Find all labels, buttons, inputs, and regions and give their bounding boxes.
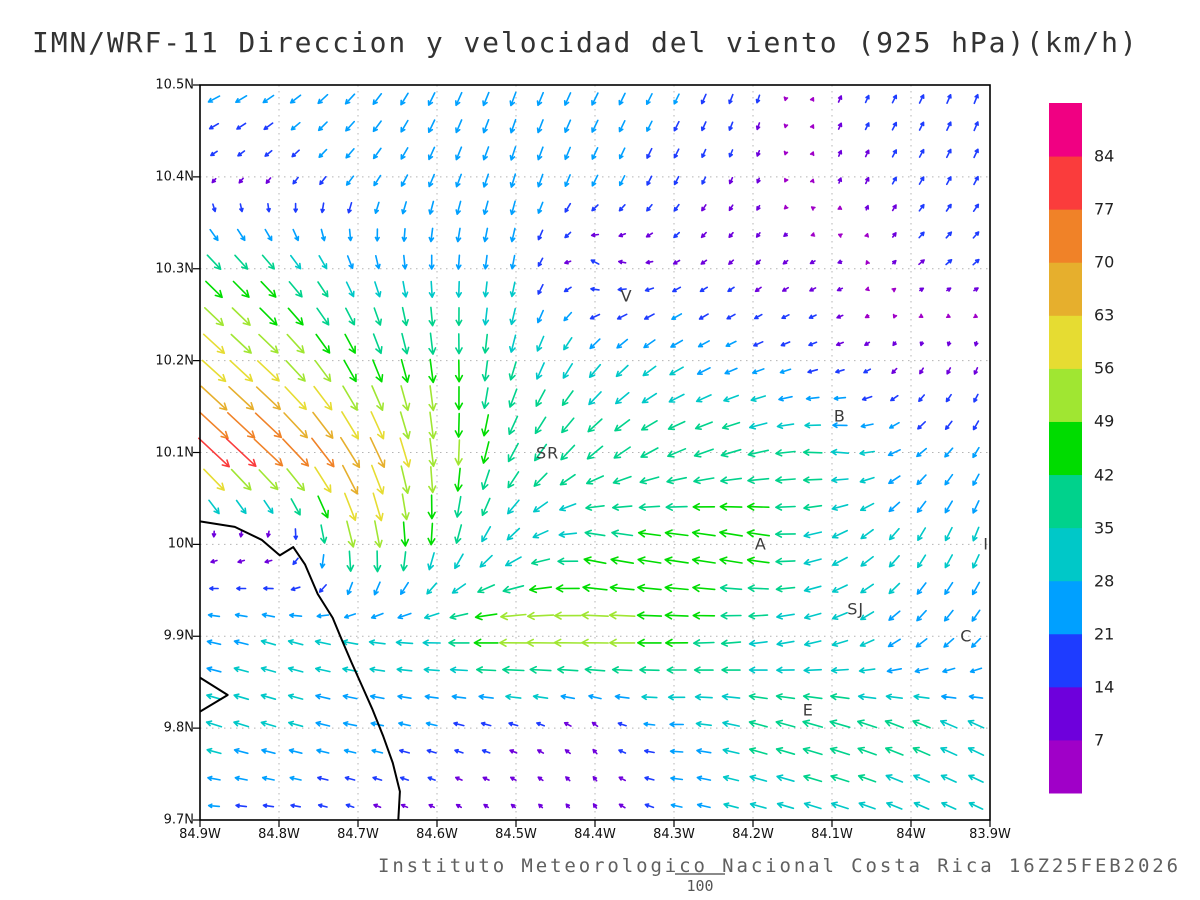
- wind-vectors-band-4: [205, 254, 985, 810]
- wind-vectors-band-1: [210, 95, 979, 809]
- chart-title: IMN/WRF-11 Direccion y velocidad del vie…: [32, 26, 1139, 59]
- wind-vectors-band-0: [783, 96, 978, 319]
- wind-vectors-band-2: [208, 93, 980, 809]
- coastline: [199, 520, 401, 821]
- wind-vectors-band-7: [204, 307, 636, 647]
- axis-ticks: [193, 84, 991, 827]
- wind-vectors-band-11: [198, 437, 257, 468]
- colorbar: [1049, 103, 1082, 794]
- wind-vectors-band-9: [200, 385, 386, 495]
- wind-vectors-band-10: [199, 411, 335, 468]
- vector-scale-label: 100: [686, 877, 714, 895]
- footer-credit: Instituto Meteorologico Nacional Costa R…: [378, 855, 1181, 877]
- wind-vectors-band-3: [206, 91, 984, 809]
- wind-vectors-band-8: [201, 333, 412, 522]
- plot-border: [199, 84, 991, 821]
- wind-vectors-band-6: [205, 280, 770, 647]
- wind-vectors: [198, 91, 985, 810]
- wind-vectors-band-5: [206, 254, 931, 783]
